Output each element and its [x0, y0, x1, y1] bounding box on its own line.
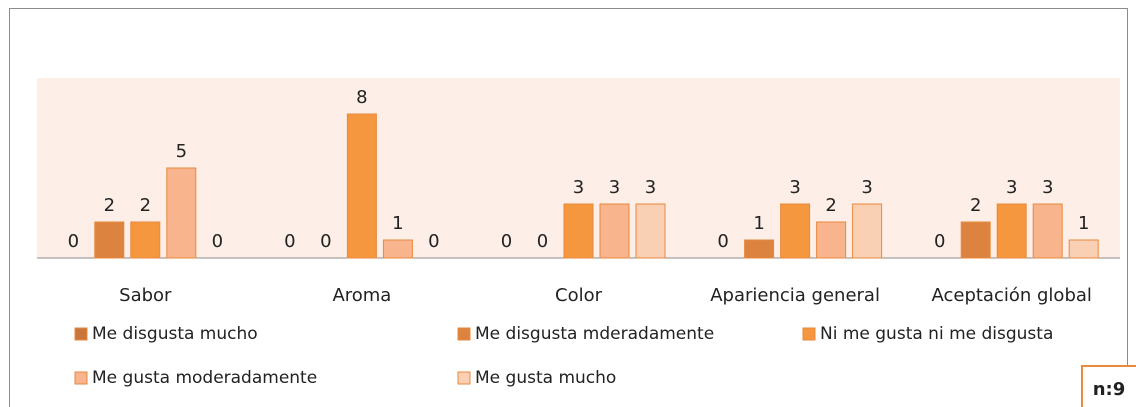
legend-swatch — [74, 327, 88, 341]
legend-swatch — [457, 327, 471, 341]
value-label: 3 — [789, 177, 800, 198]
value-label: 0 — [934, 231, 945, 252]
legend-label: Me gusta moderadamente — [92, 368, 317, 388]
value-label: 2 — [825, 195, 836, 216]
value-label: 3 — [609, 177, 620, 198]
value-label: 2 — [970, 195, 981, 216]
value-label: 2 — [140, 195, 151, 216]
x-tick-label: Sabor — [119, 285, 172, 306]
value-label: 0 — [537, 231, 548, 252]
value-label: 1 — [1078, 213, 1089, 234]
value-label: 3 — [645, 177, 656, 198]
legend-label: Ni me gusta ni me disgusta — [820, 324, 1053, 344]
x-tick-label: Aceptación global — [931, 285, 1091, 306]
legend-label: Me disgusta mderadamente — [475, 324, 714, 344]
value-label: 0 — [284, 231, 295, 252]
legend-swatch — [802, 327, 816, 341]
bar — [1068, 239, 1099, 259]
bar — [960, 221, 991, 259]
value-label: 0 — [212, 231, 223, 252]
bar — [996, 203, 1027, 259]
bar — [94, 221, 125, 259]
bar — [382, 239, 413, 259]
value-label: 5 — [176, 141, 187, 162]
bar — [599, 203, 630, 259]
bar — [130, 221, 161, 259]
bar — [346, 113, 377, 259]
value-label: 2 — [104, 195, 115, 216]
value-label: 3 — [1042, 177, 1053, 198]
x-tick-label: Apariencia general — [710, 285, 880, 306]
value-label: 0 — [428, 231, 439, 252]
bar — [1032, 203, 1063, 259]
legend-label: Me disgusta mucho — [92, 324, 258, 344]
value-label: 8 — [356, 87, 367, 108]
legend-swatch — [74, 371, 88, 385]
x-tick-label: Aroma — [332, 285, 391, 306]
legend-label: Me gusta mucho — [475, 368, 616, 388]
bar — [635, 203, 666, 259]
value-label: 0 — [320, 231, 331, 252]
bar — [166, 167, 197, 259]
bar — [563, 203, 594, 259]
value-label: 0 — [717, 231, 728, 252]
value-label: 1 — [753, 213, 764, 234]
bar — [780, 203, 811, 259]
value-label: 0 — [68, 231, 79, 252]
value-label: 3 — [861, 177, 872, 198]
value-label: 1 — [392, 213, 403, 234]
value-label: 3 — [573, 177, 584, 198]
note-box — [1081, 365, 1136, 407]
bar — [852, 203, 883, 259]
legend-swatch — [457, 371, 471, 385]
value-label: 3 — [1006, 177, 1017, 198]
value-label: 0 — [501, 231, 512, 252]
bar — [816, 221, 847, 259]
bar — [744, 239, 775, 259]
note: n:9 — [1093, 379, 1126, 400]
x-tick-label: Color — [555, 285, 603, 306]
